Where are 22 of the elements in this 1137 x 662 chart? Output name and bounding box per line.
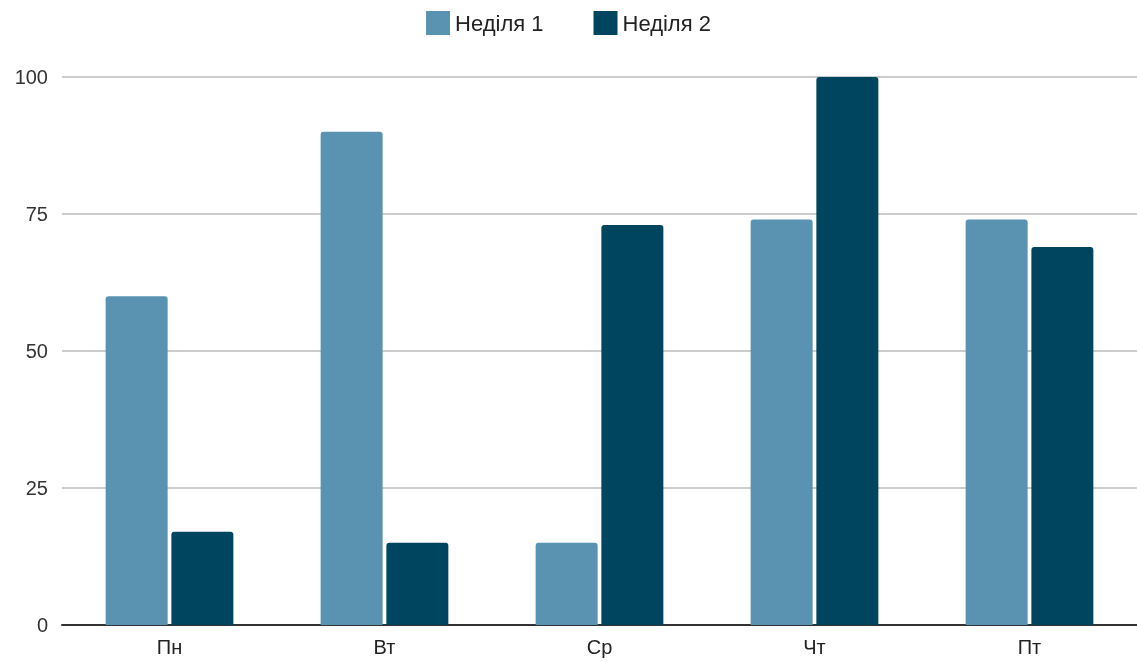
legend-label: Неділя 1 xyxy=(455,10,544,36)
bar xyxy=(1031,246,1094,625)
x-tick-label: Пн xyxy=(156,636,183,658)
y-tick-label: 25 xyxy=(25,477,48,499)
y-tick-label: 0 xyxy=(36,614,48,636)
y-tick-label: 50 xyxy=(25,340,48,362)
x-tick-label: Ср xyxy=(586,636,613,658)
bar xyxy=(601,224,664,625)
bar xyxy=(386,542,449,625)
x-tick-label: Пт xyxy=(1017,636,1042,658)
y-tick-label: 100 xyxy=(14,66,48,88)
bar xyxy=(105,296,168,625)
bar xyxy=(535,542,598,625)
legend-label: Неділя 2 xyxy=(622,10,711,36)
x-tick-label: Чт xyxy=(803,636,826,658)
bar xyxy=(965,219,1028,625)
y-tick-label: 75 xyxy=(25,203,48,225)
bar xyxy=(750,219,813,625)
x-tick-label: Вт xyxy=(373,636,396,658)
bar xyxy=(816,77,879,625)
bar xyxy=(320,131,383,625)
bar xyxy=(171,531,234,625)
